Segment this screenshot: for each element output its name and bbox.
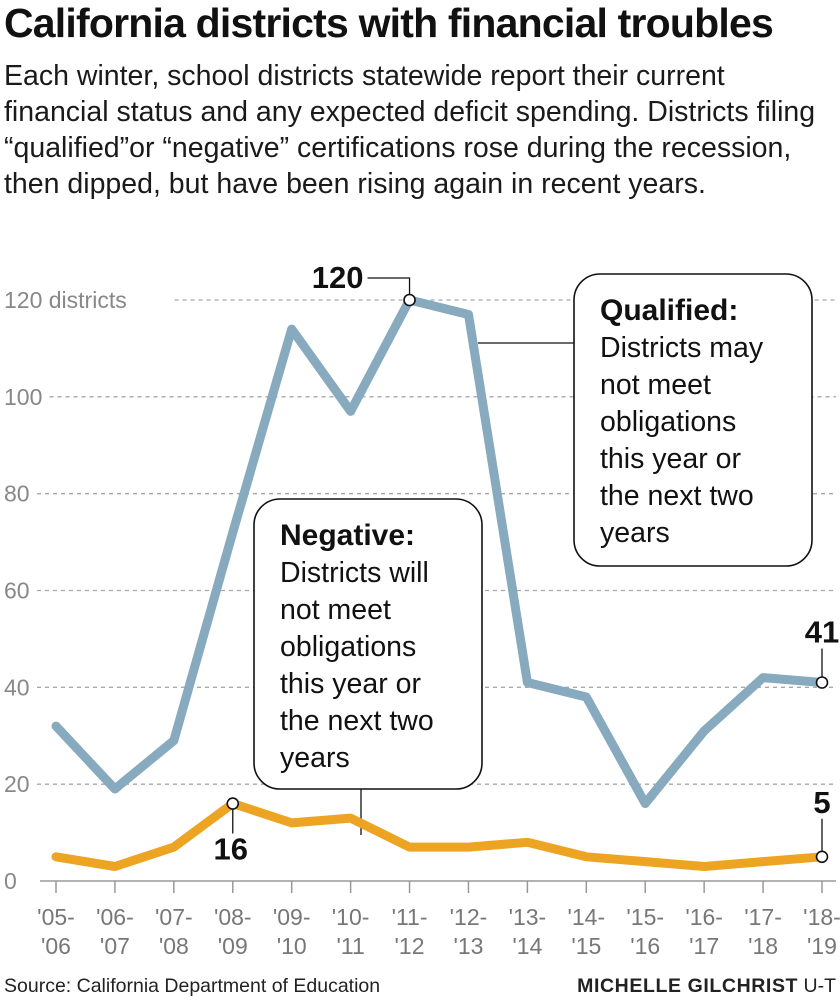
annotation-label: 5 <box>813 785 830 820</box>
callout-line: Districts will <box>280 557 429 589</box>
annotation-leader <box>367 277 411 294</box>
annotation-label: 16 <box>214 832 248 867</box>
y-tick-label: 60 <box>4 578 30 604</box>
annotation-label: 120 <box>312 260 364 295</box>
x-tick-label: '18-'19 <box>803 904 840 959</box>
annotation-marker <box>403 293 416 307</box>
chart-title: California districts with financial trou… <box>4 0 774 46</box>
callout-heading: Qualified: <box>600 294 738 327</box>
callout-line: the next two <box>600 480 754 512</box>
y-tick-label: 80 <box>4 481 30 507</box>
callout-line: not meet <box>600 369 711 401</box>
annotation-label: 41 <box>805 614 839 649</box>
x-tick-label: '10-'11 <box>332 904 370 959</box>
chart-subtitle: Each winter, school districts statewide … <box>4 60 816 200</box>
source-note: Source: California Department of Educati… <box>4 975 381 997</box>
x-tick-label: '17-'18 <box>744 904 782 959</box>
x-tick-label: '14-'15 <box>567 904 605 959</box>
x-tick-label: '06-'07 <box>96 904 134 959</box>
y-tick-label: 0 <box>4 868 17 894</box>
line-chart: 0 20 40 60 80 100 120 districts '05-'06 '06-'07… <box>4 260 840 959</box>
callout-line: this year or <box>600 443 741 475</box>
credit-org: U-T <box>803 975 837 997</box>
x-tick-label: '05-'06 <box>37 904 75 959</box>
credit-name: MICHELLE GILCHRIST <box>577 975 799 997</box>
callout-line: Districts may <box>600 332 764 364</box>
y-tick-label: 100 <box>4 384 42 410</box>
x-tick-label: '09-'10 <box>273 904 311 959</box>
series-callouts: Qualified: Districts may not meet obligatio… <box>253 273 813 836</box>
x-tick-label: '07-'08 <box>155 904 193 959</box>
y-tick-label: 20 <box>4 771 30 797</box>
annotation-marker <box>226 797 240 810</box>
callout-box <box>573 273 813 567</box>
callout-line: years <box>600 517 670 549</box>
callout-line: the next two <box>280 705 434 737</box>
x-tick-label: '16-'17 <box>685 904 723 959</box>
y-tick-label: 120 districts <box>4 287 127 313</box>
series-line-qualified <box>51 295 827 808</box>
x-tick-label: '11-'12 <box>392 904 428 959</box>
x-tick-label: '12-'13 <box>450 904 488 959</box>
x-tick-label: '15-'16 <box>626 904 664 959</box>
annotation-marker <box>815 676 829 689</box>
callout-line: obligations <box>600 406 736 438</box>
series-lines <box>51 295 827 871</box>
x-tick-label: '08-'09 <box>214 904 252 959</box>
series-line-negative <box>51 799 827 871</box>
credit-line: MICHELLE GILCHRIST U-T <box>577 975 836 998</box>
x-tick-label: '13-'14 <box>509 904 547 959</box>
callout-line: years <box>280 742 350 774</box>
callout-box <box>253 498 483 790</box>
callout-line: not meet <box>280 594 391 626</box>
y-tick-label: 40 <box>4 674 30 700</box>
point-annotations: 120 41 16 5 <box>214 260 840 867</box>
x-axis: '05-'06 '06-'07 '07-'08 '08-'09 '09-'10 '10-'… <box>37 881 840 959</box>
callout-line: this year or <box>280 668 421 700</box>
callout-line: obligations <box>280 631 416 663</box>
y-axis-labels: 0 20 40 60 80 100 120 districts <box>4 287 127 894</box>
annotation-marker <box>815 850 829 864</box>
callout-heading: Negative: <box>280 519 415 552</box>
